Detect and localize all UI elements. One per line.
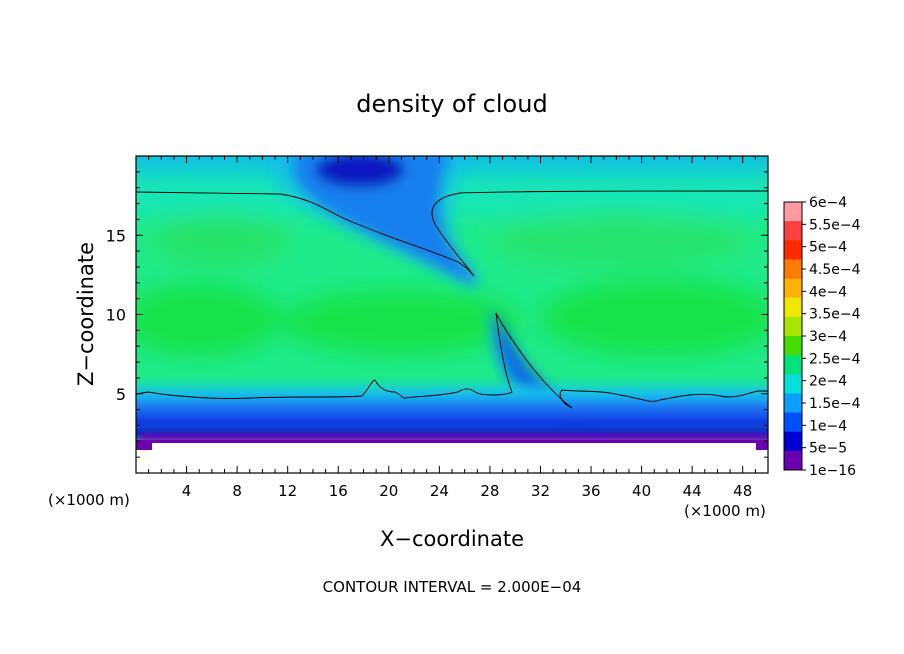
x-axis-label: X−coordinate — [380, 527, 524, 551]
y-tick-label: 15 — [106, 226, 126, 245]
colorbar-swatch — [784, 393, 802, 414]
lower-layer-blue — [136, 400, 768, 420]
colorbar-swatch — [784, 259, 802, 280]
colorbar-label: 2e−4 — [809, 374, 847, 390]
x-tick-label: 36 — [581, 482, 600, 500]
base-fringe-purple — [136, 440, 768, 443]
x-tick-label: 48 — [733, 482, 752, 500]
y-tick-label: 10 — [106, 306, 126, 325]
colorbar-label: 6e−4 — [809, 195, 847, 211]
colorbar-swatch — [784, 278, 802, 299]
colorbar-label: 5e−5 — [809, 441, 847, 457]
colorbar-swatch — [784, 221, 802, 241]
base-fringe-right — [756, 442, 768, 450]
colorbar-label: 3e−4 — [809, 329, 847, 345]
dry-tongue-cyan — [269, 156, 482, 288]
colorbar-swatch — [784, 297, 802, 318]
cloud-base-dark — [136, 430, 768, 438]
x-tick-label: 40 — [632, 482, 651, 500]
x-tick-label: 44 — [683, 482, 702, 500]
lower-layer-cyan — [136, 386, 768, 404]
clear-air-below-base — [136, 442, 768, 473]
x-tick-label: 4 — [182, 482, 192, 500]
colorbar-swatch — [784, 202, 802, 222]
heatmap-field — [136, 156, 768, 473]
chart-title: density of cloud — [356, 90, 547, 118]
colorbar-label: 2.5e−4 — [809, 351, 861, 367]
x-tick-label: 28 — [480, 482, 499, 500]
colorbar-label: 4.5e−4 — [809, 262, 861, 278]
colorbar: 6e−4 5.5e−4 5e−4 4.5e−4 4e−4 3.5e−4 3e−4 2.5e−4… — [783, 195, 861, 479]
left-upper-green — [150, 212, 290, 268]
y-axis-label: Z−coordinate — [74, 242, 98, 386]
y-axis: 5 10 15 — [106, 171, 768, 458]
colorbar-swatch — [784, 374, 802, 394]
contour-interval-note: CONTOUR INTERVAL = 2.000E−04 — [323, 578, 582, 596]
colorbar-swatch — [784, 336, 802, 356]
colorbar-swatch — [784, 412, 802, 433]
colorbar-label: 3.5e−4 — [809, 307, 861, 323]
x-tick-label: 12 — [278, 482, 297, 500]
x-tick-label: 16 — [329, 482, 348, 500]
colorbar-label: 5.5e−4 — [809, 217, 861, 233]
x-axis: 4 8 12 16 20 24 28 32 36 40 44 48 — [148, 156, 756, 500]
colorbar-label: 1e−4 — [809, 418, 847, 434]
colorbar-swatch — [784, 316, 802, 337]
colorbar-label: 1e−16 — [809, 463, 856, 479]
contour-lower — [136, 312, 768, 409]
contour-lines — [136, 190, 768, 409]
colorbar-swatch — [784, 450, 802, 471]
x-tick-label: 32 — [531, 482, 550, 500]
y-tick-label: 5 — [116, 385, 126, 404]
x-unit-left: (×1000 m) — [48, 491, 130, 509]
contour-upper — [136, 190, 768, 277]
colorbar-label: 5e−4 — [809, 240, 847, 256]
x-tick-label: 8 — [232, 482, 242, 500]
colorbar-label: 4e−4 — [809, 284, 847, 300]
base-fringe-left — [136, 443, 152, 450]
mid-band-green-right — [540, 280, 768, 356]
colorbar-label: 1.5e−4 — [809, 396, 861, 412]
x-tick-label: 20 — [379, 482, 398, 500]
x-unit-right: (×1000 m) — [684, 502, 766, 520]
lower-layer-deep-blue — [136, 416, 768, 434]
mid-band-green-center — [280, 290, 520, 354]
cloud-base-purple — [140, 436, 768, 442]
top-dark-core — [315, 156, 405, 188]
colorbar-swatch — [784, 355, 802, 375]
x-tick-label: 24 — [430, 482, 449, 500]
colorbar-swatch — [784, 240, 802, 260]
right-upper-green — [490, 210, 750, 270]
colorbar-swatch — [784, 431, 802, 452]
mid-band-green-left — [136, 285, 280, 355]
